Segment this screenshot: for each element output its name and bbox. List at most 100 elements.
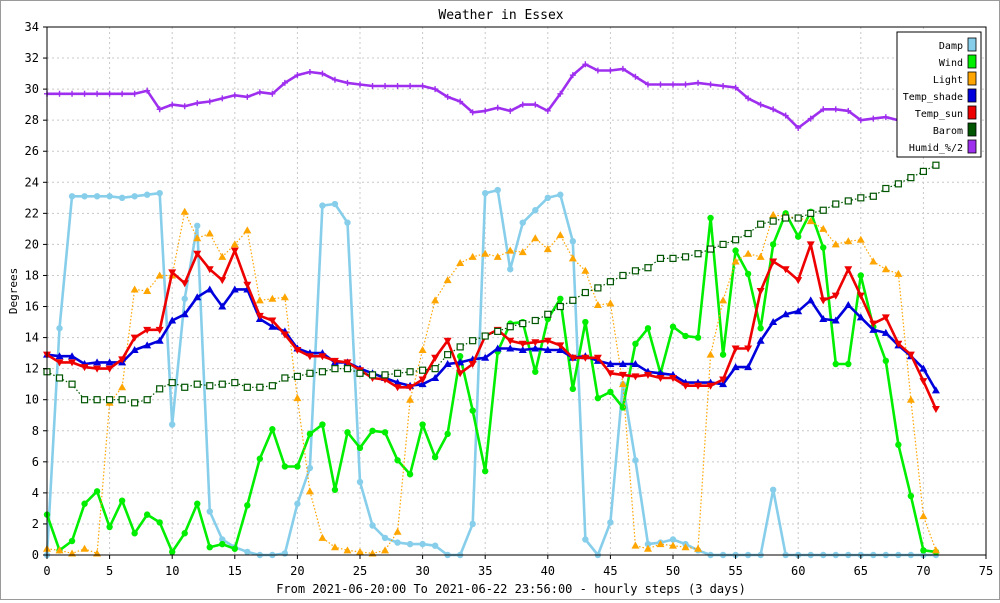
data-point-humid-2	[331, 76, 338, 83]
data-point-damp	[419, 540, 426, 548]
data-point-wind	[456, 353, 464, 360]
data-point-damp	[68, 193, 76, 200]
data-point-temp-shade	[456, 358, 465, 366]
data-point-temp-shade	[93, 358, 102, 366]
data-point-humid-2	[632, 73, 639, 80]
data-point-barom	[782, 214, 790, 222]
data-point-light	[218, 252, 227, 260]
data-point-temp-sun	[93, 365, 102, 373]
data-point-temp-sun	[318, 353, 327, 361]
data-point-barom	[794, 214, 802, 222]
data-point-wind	[106, 523, 113, 531]
data-point-humid-2	[494, 104, 501, 111]
data-point-wind	[594, 394, 602, 402]
data-point-humid-2	[557, 90, 564, 97]
data-point-wind	[93, 488, 101, 495]
data-point-wind	[194, 500, 201, 507]
data-point-barom	[331, 365, 339, 373]
data-point-light	[443, 276, 452, 284]
data-point-temp-shade	[656, 369, 665, 377]
data-point-light	[506, 246, 515, 254]
data-point-wind	[319, 421, 326, 428]
data-point-damp	[356, 478, 364, 486]
data-point-humid-2	[457, 98, 464, 105]
data-point-humid-2	[256, 89, 263, 96]
data-point-barom	[719, 240, 727, 249]
data-point-wind	[482, 467, 489, 475]
data-point-humid-2	[757, 101, 764, 108]
data-point-barom	[481, 332, 489, 340]
data-point-humid-2	[732, 84, 739, 91]
data-point-damp	[81, 193, 88, 200]
legend-label: Wind	[939, 58, 963, 69]
data-point-temp-sun	[919, 378, 928, 386]
data-point-humid-2	[582, 61, 589, 68]
data-point-wind	[394, 457, 401, 464]
data-point-wind	[769, 241, 777, 248]
data-point-temp-sun	[506, 337, 515, 345]
data-point-damp	[169, 421, 176, 428]
data-point-temp-shade	[168, 316, 177, 324]
data-point-damp	[306, 464, 314, 472]
data-point-light	[180, 207, 189, 215]
data-point-temp-shade	[418, 380, 427, 388]
data-point-barom	[631, 267, 640, 275]
data-point-barom	[431, 365, 439, 373]
data-point-humid-2	[181, 103, 188, 110]
data-point-wind	[820, 244, 827, 251]
data-point-temp-sun	[706, 382, 715, 390]
data-point-humid-2	[169, 101, 176, 108]
data-point-barom	[506, 323, 514, 331]
data-point-light	[493, 252, 502, 260]
data-point-barom	[919, 167, 928, 176]
data-point-barom	[68, 380, 76, 388]
data-point-damp	[319, 202, 326, 209]
data-point-temp-sun	[756, 288, 765, 295]
data-point-temp-sun	[618, 371, 627, 379]
data-point-temp-shade	[856, 313, 865, 321]
data-point-wind	[757, 325, 764, 332]
data-point-temp-sun	[343, 359, 352, 367]
data-point-humid-2	[482, 107, 489, 114]
data-point-light	[581, 266, 590, 274]
data-point-temp-shade	[393, 378, 402, 386]
data-point-barom	[544, 310, 552, 318]
data-point-light	[418, 346, 427, 354]
x-axis-ticks: 0 5 10 15 20 25 30 35 40 45 50 55 60 65 70 75	[43, 555, 993, 578]
data-point-wind	[419, 421, 426, 428]
series-line-barom	[46, 164, 937, 404]
data-point-light	[906, 395, 915, 403]
legend-swatch	[967, 105, 977, 120]
data-point-wind	[719, 351, 727, 358]
data-point-wind	[444, 430, 451, 438]
data-point-damp	[769, 486, 777, 493]
data-point-humid-2	[56, 90, 63, 97]
data-point-humid-2	[294, 72, 301, 79]
data-point-temp-shade	[506, 344, 515, 352]
data-point-damp	[469, 520, 476, 528]
data-point-wind	[118, 497, 126, 504]
data-point-temp-sun	[393, 384, 402, 392]
data-point-light	[330, 543, 339, 551]
x-tick-label: 10	[165, 564, 179, 578]
data-point-barom	[569, 296, 577, 304]
y-tick-label: 2	[32, 517, 39, 531]
data-point-temp-sun	[456, 370, 465, 378]
data-point-humid-2	[131, 90, 138, 97]
y-tick-label: 24	[25, 175, 39, 189]
data-point-temp-sun	[443, 337, 452, 345]
data-point-barom	[581, 288, 589, 297]
data-point-humid-2	[670, 81, 676, 88]
data-point-light	[356, 547, 364, 555]
data-point-temp-sun	[118, 356, 127, 364]
data-point-wind	[206, 544, 213, 551]
data-point-barom	[644, 264, 652, 272]
data-point-barom	[706, 245, 715, 253]
data-point-light	[756, 252, 765, 260]
data-point-temp-sun	[856, 292, 865, 300]
data-point-light	[844, 237, 853, 245]
data-point-light	[694, 544, 703, 552]
data-point-barom	[869, 192, 877, 200]
data-point-light	[606, 299, 615, 307]
data-point-humid-2	[357, 81, 363, 88]
